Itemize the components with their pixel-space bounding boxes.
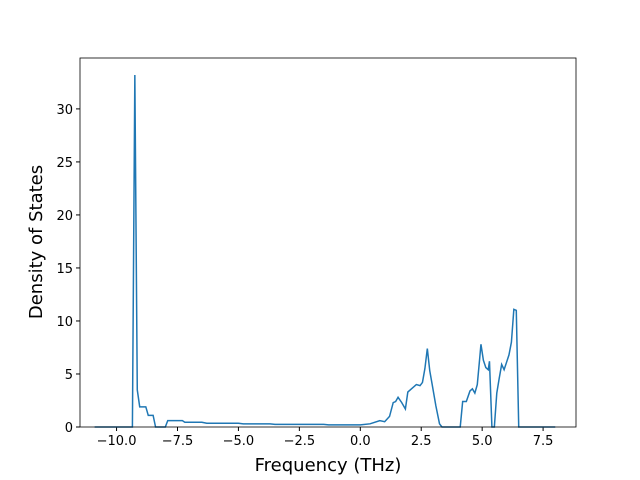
x-tick-label: −7.5	[162, 434, 194, 449]
y-tick-label: 25	[56, 156, 73, 171]
x-tick-label: 2.5	[411, 434, 432, 449]
y-tick-label: 0	[65, 421, 73, 436]
y-tick-label: 5	[65, 368, 73, 383]
y-tick-label: 20	[56, 209, 73, 224]
data-line	[94, 74, 556, 428]
x-tick-label: 7.5	[533, 434, 554, 449]
x-axis-label: Frequency (THz)	[255, 455, 402, 476]
y-tick-label: 10	[56, 315, 73, 330]
x-tick-label: −2.5	[284, 434, 316, 449]
x-tick-label: 0.0	[350, 434, 371, 449]
y-tick-label: 30	[56, 103, 73, 118]
x-tick-label: −10.0	[97, 434, 137, 449]
y-axis-label: Density of States	[26, 165, 47, 319]
plot-frame	[79, 57, 577, 428]
x-tick-label: −5.0	[223, 434, 255, 449]
x-tick-label: 5.0	[472, 434, 493, 449]
y-tick-label: 15	[56, 262, 73, 277]
